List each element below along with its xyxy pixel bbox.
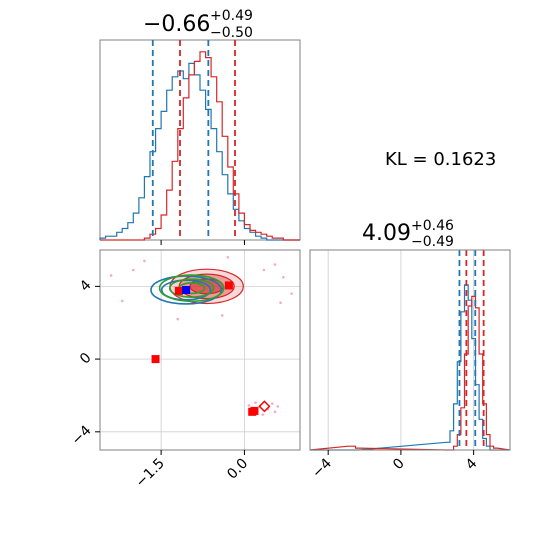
hist2-frame: [309, 249, 511, 451]
joint-scatter-point: [279, 301, 282, 305]
hist2-xtick-label: 4: [463, 455, 481, 473]
joint-scatter-point: [120, 299, 124, 303]
joint-scatter-panel: −1.5 0.0 −4 0 4: [69, 249, 301, 491]
joint-scatter-point: [270, 402, 274, 405]
joint-xtick-label: 0.0: [224, 456, 251, 483]
param2-title-plus: +0.46: [411, 218, 454, 234]
joint-scatter-point: [276, 405, 280, 408]
hist2-red-series: [309, 295, 511, 451]
joint-scatter-point: [254, 401, 257, 405]
param2-title: 4.09 +0.46 −0.49: [362, 218, 454, 250]
joint-ytick-label: 4: [77, 277, 95, 295]
joint-scatter-point: [176, 317, 180, 321]
joint-marker-diamond: [258, 400, 271, 413]
param1-title-minus: −0.50: [210, 25, 253, 41]
joint-scatter-point: [261, 413, 265, 416]
joint-marker-square: [250, 406, 259, 415]
joint-frame: [99, 249, 301, 451]
joint-scatter-point: [247, 404, 251, 407]
param2-title-minus: −0.49: [411, 234, 454, 250]
joint-scatter-point: [290, 292, 293, 295]
joint-contour-green: [168, 278, 215, 298]
joint-ytick-label: −4: [69, 423, 95, 449]
param2-title-center: 4.09: [362, 221, 411, 246]
histogram-param1-panel: [99, 39, 301, 245]
joint-contour-blue: [150, 275, 223, 305]
joint-scatter-point: [282, 275, 285, 279]
hist2-blue-series: [310, 284, 510, 451]
joint-scatter-point: [262, 268, 266, 272]
joint-scatter-point: [220, 314, 224, 317]
joint-xtick-label: −1.5: [133, 456, 168, 491]
hist2-xtick-label: −4: [309, 455, 335, 481]
joint-marker-square: [182, 286, 191, 294]
param1-title-plus: +0.49: [210, 8, 253, 24]
joint-scatter-point: [273, 410, 277, 414]
joint-scatter-point: [109, 274, 113, 277]
joint-scatter-point: [226, 255, 230, 259]
joint-marker-square: [224, 281, 233, 290]
kl-annotation: KL = 0.1623: [385, 149, 496, 170]
hist2-bg: [310, 250, 510, 450]
joint-marker-square: [174, 286, 183, 295]
hist1-red-series: [100, 51, 300, 241]
joint-scatter-point: [132, 268, 135, 272]
histogram-param2-panel: −4 0 4: [309, 249, 511, 481]
param1-title: −0.66 +0.49 −0.50: [143, 8, 253, 41]
joint-contour-green: [158, 274, 225, 303]
joint-scatter-point: [143, 259, 146, 263]
hist1-blue-series: [99, 62, 300, 241]
joint-scatter-point: [273, 263, 277, 266]
joint-marker-square: [151, 355, 160, 364]
hist2-xtick-label: 0: [390, 456, 408, 474]
param1-title-center: −0.66: [143, 12, 210, 37]
joint-ytick-label: 0: [77, 350, 95, 368]
hist1-frame: [99, 39, 301, 241]
